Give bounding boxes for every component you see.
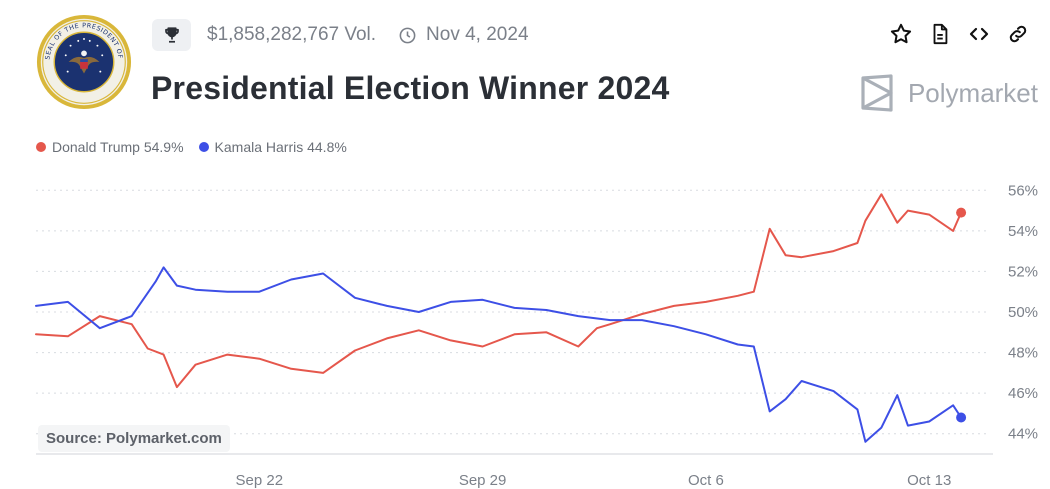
chart-legend: Donald Trump 54.9% Kamala Harris 44.8% [36, 139, 362, 155]
date-text: Nov 4, 2024 [426, 24, 529, 45]
trump-legend-marker [36, 142, 46, 152]
harris-endpoint-marker [956, 412, 967, 423]
embed-button[interactable] [967, 22, 991, 46]
x-tick-label: Oct 13 [907, 472, 951, 489]
market-category-badge [152, 19, 191, 51]
harris-legend-marker [198, 142, 209, 152]
x-tick-label: Oct 6 [688, 472, 724, 489]
rules-button[interactable] [928, 22, 952, 46]
legend-item-trump[interactable]: Donald Trump 54.9% [36, 139, 184, 155]
harris-series-line [35, 266, 963, 443]
y-tick-label: 44% [1008, 426, 1038, 443]
trophy-icon [164, 27, 179, 43]
star-icon [890, 23, 912, 44]
volume-text: $1,858,282,767 Vol. [207, 24, 377, 45]
legend-label-trump: Donald Trump 54.9% [52, 139, 184, 155]
y-tick-label: 46% [1008, 385, 1038, 402]
x-tick-label: Sep 29 [459, 472, 507, 489]
document-icon [933, 23, 948, 45]
presidential-seal-logo: SEAL OF THE PRESIDENT OF THE UNITED STAT… [36, 14, 132, 110]
x-tick-label: Sep 22 [236, 472, 284, 489]
favorite-button[interactable] [889, 22, 913, 46]
y-tick-label: 50% [1008, 304, 1038, 321]
y-tick-label: 54% [1008, 223, 1038, 240]
y-tick-label: 48% [1008, 345, 1038, 362]
price-history-chart[interactable]: 44% 46% 48% 50% 52% 54% 56% Sep 22 Sep 29 Oct 6 Oc… [0, 170, 1050, 489]
trump-endpoint-marker [956, 207, 967, 218]
brand-name: Polymarket [907, 77, 1038, 108]
action-toolbar [889, 22, 1030, 46]
market-meta: $1,858,282,767 Vol. Nov 4, 2024 [207, 22, 529, 48]
trump-series-line [35, 193, 963, 389]
link-icon [1009, 25, 1027, 43]
polymarket-brand: Polymarket [860, 74, 1038, 112]
clock-icon [399, 27, 416, 43]
y-tick-label: 56% [1008, 182, 1038, 199]
copy-link-button[interactable] [1006, 22, 1030, 46]
polymarket-logo-icon [861, 74, 893, 112]
legend-item-harris[interactable]: Kamala Harris 44.8% [198, 139, 347, 155]
y-tick-label: 52% [1008, 263, 1038, 280]
code-icon [969, 27, 989, 41]
legend-label-harris: Kamala Harris 44.8% [214, 139, 347, 155]
page-title: Presidential Election Winner 2024 [151, 70, 670, 106]
source-label: Source: Polymarket.com [38, 425, 230, 452]
end-date: Nov 4, 2024 [398, 24, 529, 46]
